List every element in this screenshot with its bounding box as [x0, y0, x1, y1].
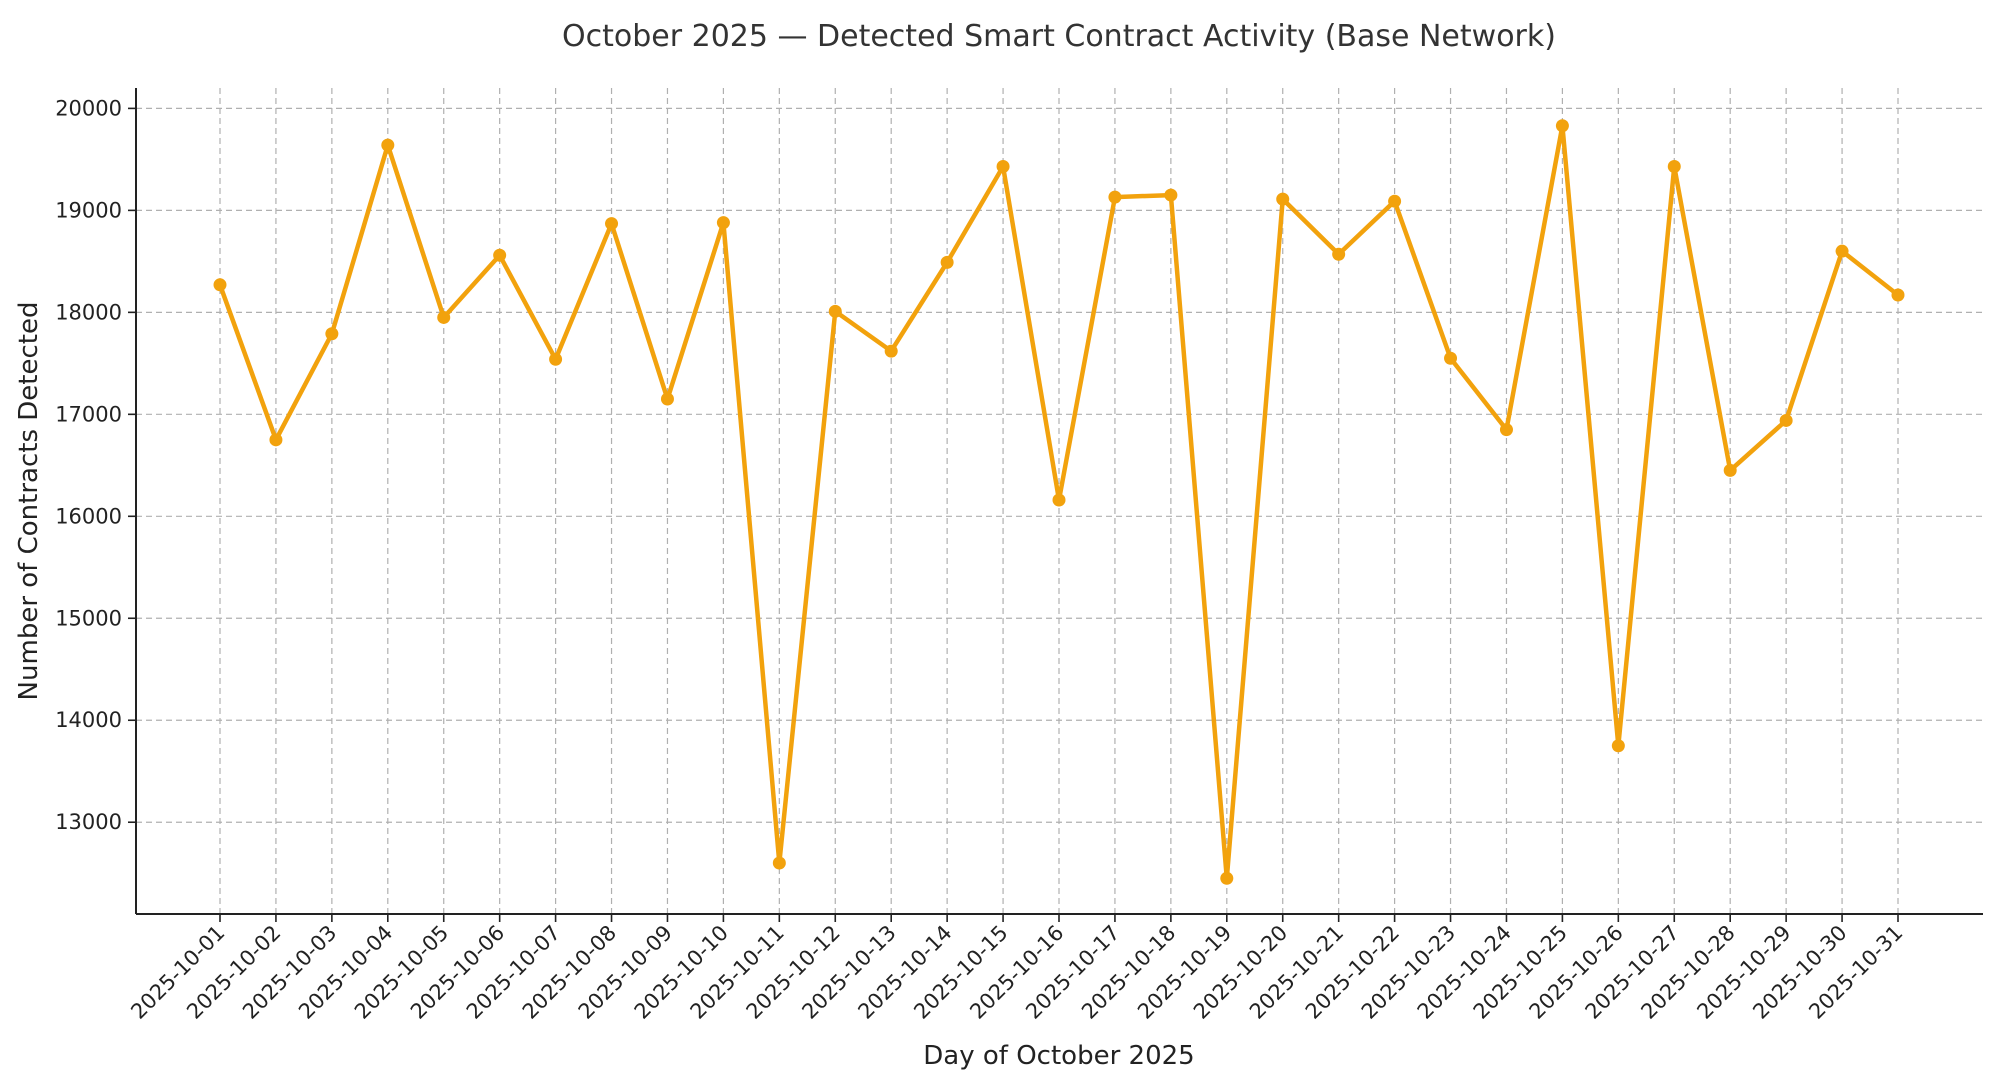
- y-tick-label: 17000: [55, 402, 122, 426]
- data-point: [940, 255, 954, 269]
- y-axis-label: Number of Contracts Detected: [14, 302, 44, 701]
- data-point: [437, 310, 451, 324]
- data-point: [1779, 413, 1793, 427]
- chart-title: October 2025 — Detected Smart Contract A…: [562, 19, 1556, 54]
- y-tick-label: 14000: [55, 708, 122, 732]
- data-point: [1555, 119, 1569, 133]
- data-point: [1276, 192, 1290, 206]
- grid-layer: [136, 88, 1983, 914]
- data-point: [1499, 423, 1513, 437]
- data-point: [884, 344, 898, 358]
- ticks-layer: 13000 14000 15000 16000 17000 18000 19000 20000…: [55, 96, 1907, 1023]
- y-tick-label: 13000: [55, 810, 122, 834]
- y-tick-label: 19000: [55, 198, 122, 222]
- data-point: [1388, 194, 1402, 208]
- data-point: [325, 327, 339, 341]
- data-point: [1444, 351, 1458, 365]
- data-point: [1332, 247, 1346, 261]
- data-point: [381, 138, 395, 152]
- data-point: [1052, 493, 1066, 507]
- data-point: [1891, 288, 1905, 302]
- y-tick-label: 16000: [55, 504, 122, 528]
- data-point: [213, 278, 227, 292]
- data-point: [549, 352, 563, 366]
- y-tick-label: 18000: [55, 300, 122, 324]
- y-tick-label: 20000: [55, 96, 122, 120]
- data-point: [1220, 871, 1234, 885]
- data-point: [1835, 244, 1849, 258]
- data-point: [269, 433, 283, 447]
- series-layer: [213, 119, 1905, 885]
- data-point: [1667, 160, 1681, 174]
- data-point: [660, 392, 674, 406]
- data-point: [996, 160, 1010, 174]
- x-axis-label: Day of October 2025: [923, 1041, 1194, 1071]
- data-point: [1723, 463, 1737, 477]
- data-point: [772, 856, 786, 870]
- data-point: [1611, 739, 1625, 753]
- y-tick-label: 15000: [55, 606, 122, 630]
- data-point: [1164, 188, 1178, 202]
- data-point: [605, 217, 619, 231]
- data-point: [716, 216, 730, 230]
- data-point: [1108, 190, 1122, 204]
- data-point: [493, 248, 507, 262]
- data-point: [828, 304, 842, 318]
